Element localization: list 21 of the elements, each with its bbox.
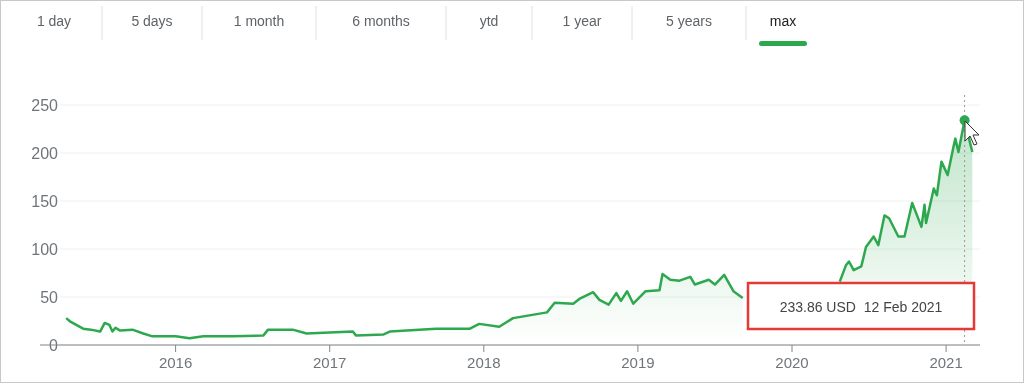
y-tick-label: 0: [49, 337, 59, 354]
x-tick-label: 2017: [313, 354, 347, 371]
y-tick-label: 200: [31, 145, 59, 162]
x-tick-label: 2020: [775, 354, 809, 371]
y-tick-label: 250: [31, 97, 59, 114]
y-tick-label: 100: [31, 241, 59, 258]
x-tick-label: 2018: [467, 354, 501, 371]
text: 5 days: [131, 13, 173, 29]
text: 1 month: [233, 13, 285, 29]
text: 6 months: [352, 13, 410, 29]
y-tick-label: 50: [40, 289, 59, 306]
y-tick-label: 150: [31, 193, 59, 210]
text: 1 day: [36, 13, 72, 29]
text: 1 year: [562, 13, 602, 29]
x-tick-label: 2021: [929, 354, 963, 371]
x-tick-label: 2016: [158, 354, 193, 371]
annotation: 233.86 USD 12 Feb 2021: [779, 299, 943, 315]
text: max: [769, 13, 797, 29]
text: 5 years: [666, 13, 712, 29]
text: ytd: [479, 13, 499, 29]
x-tick-label: 2019: [621, 354, 655, 371]
